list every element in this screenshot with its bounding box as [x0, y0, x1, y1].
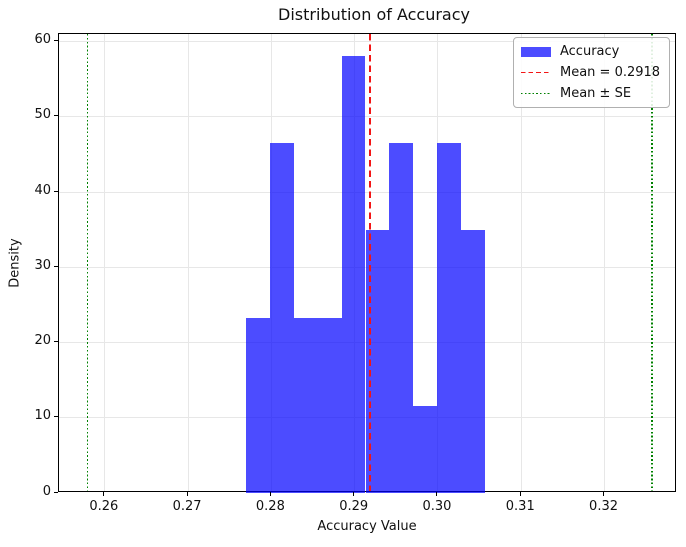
- x-tick-label: 0.27: [172, 499, 202, 514]
- legend-item-mean: Mean = 0.2918: [521, 65, 660, 80]
- plot-area: [58, 33, 676, 493]
- y-tick-label: 10: [34, 408, 51, 424]
- x-gridline: [104, 34, 106, 491]
- y-tick-mark: [54, 416, 58, 418]
- x-tick-label: 0.26: [89, 499, 119, 514]
- y-tick-label: 40: [34, 182, 51, 198]
- y-gridline: [59, 191, 675, 193]
- legend-dashed-line-sample: [521, 71, 551, 74]
- y-gridline: [59, 116, 675, 118]
- x-tick-label: 0.32: [589, 499, 618, 514]
- y-tick-mark: [54, 115, 58, 117]
- y-tick-mark: [54, 265, 58, 267]
- y-tick-mark: [54, 40, 58, 42]
- y-tick-mark: [54, 491, 58, 493]
- legend: Accuracy Mean = 0.2918 Mean ± SE: [513, 37, 671, 108]
- x-gridline: [520, 34, 522, 491]
- mean-line: [368, 34, 371, 491]
- histogram-bar: [270, 143, 295, 493]
- legend-item-mean-se: Mean ± SE: [521, 86, 660, 101]
- x-axis-label: Accuracy Value: [317, 519, 417, 534]
- y-tick-label: 30: [34, 257, 51, 273]
- y-tick-mark: [54, 341, 58, 342]
- x-tick-label: 0.28: [255, 499, 285, 514]
- x-tick-label: 0.31: [505, 499, 535, 514]
- chart-title: Distribution of Accuracy: [278, 5, 470, 24]
- histogram-bar: [460, 230, 485, 493]
- y-tick-label: 0: [42, 483, 51, 499]
- x-tick-mark: [186, 492, 188, 496]
- histogram-bar: [436, 143, 461, 493]
- x-tick-mark: [103, 492, 105, 496]
- x-tick-mark: [519, 492, 521, 496]
- x-tick-mark: [353, 492, 355, 496]
- y-gridline: [59, 41, 675, 43]
- histogram-bar: [341, 55, 366, 493]
- y-tick-mark: [54, 190, 58, 192]
- y-tick-label: 20: [34, 333, 51, 348]
- histogram-bar: [294, 318, 318, 493]
- legend-swatch-accuracy: [521, 46, 551, 57]
- legend-label-mean-se: Mean ± SE: [560, 86, 632, 101]
- y-tick-label: 60: [34, 32, 51, 48]
- mean-minus-se-line: [86, 34, 89, 491]
- y-tick-label: 50: [34, 107, 51, 123]
- x-tick-mark: [269, 492, 271, 496]
- histogram-bar: [389, 143, 414, 493]
- x-tick-label: 0.30: [422, 499, 452, 514]
- legend-label-mean: Mean = 0.2918: [560, 65, 661, 80]
- x-tick-mark: [436, 492, 438, 496]
- histogram-bar: [365, 230, 390, 493]
- histogram-bar: [413, 405, 437, 493]
- legend-dotted-line-sample: [521, 92, 551, 95]
- x-tick-label: 0.29: [339, 499, 369, 514]
- histogram-bar: [246, 318, 271, 493]
- x-tick-mark: [603, 492, 605, 496]
- histogram-bar: [317, 318, 342, 493]
- mean-plus-se-line: [651, 34, 653, 491]
- x-gridline: [604, 34, 606, 491]
- x-gridline: [187, 34, 189, 491]
- legend-label-accuracy: Accuracy: [560, 44, 620, 59]
- legend-item-accuracy: Accuracy: [521, 44, 660, 59]
